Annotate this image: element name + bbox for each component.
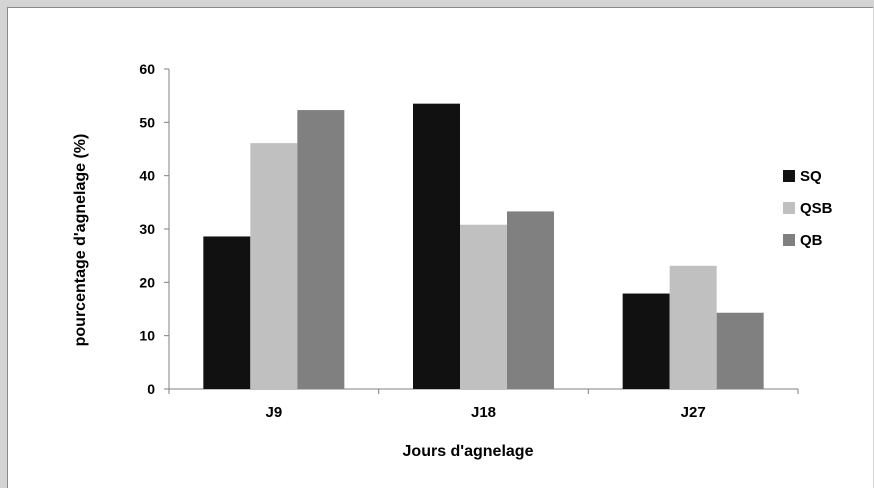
x-axis-title: Jours d'agnelage: [403, 443, 534, 460]
axis-labels: 0 10 20 30 40 50 60 J9 J18 J27: [139, 61, 705, 421]
bar-qsb-j27: [669, 265, 717, 389]
y-tick-label: 50: [139, 114, 155, 130]
bar-sq-j18: [413, 103, 460, 390]
bar-sq-j27: [622, 293, 670, 389]
legend: SQ QSB QB: [783, 168, 833, 249]
x-category-label: J9: [265, 404, 282, 421]
legend-swatch-sq: [783, 170, 795, 182]
y-tick-label: 10: [139, 328, 155, 344]
y-tick-label: 0: [147, 381, 155, 397]
y-tick-label: 60: [139, 61, 155, 77]
legend-swatch-qb: [783, 234, 795, 246]
x-category-label: J18: [471, 404, 496, 421]
bars: [203, 103, 764, 390]
bar-qb-j18: [507, 211, 554, 389]
bar-qsb-j9: [250, 143, 298, 389]
legend-label-qb: QB: [800, 232, 823, 249]
y-tick-label: 30: [139, 221, 155, 237]
bar-qb-j9: [297, 110, 345, 390]
bar-qb-j27: [716, 312, 764, 389]
y-tick-label: 40: [139, 168, 155, 184]
y-axis-title: pourcentage d'agnelage (%): [72, 134, 89, 347]
legend-swatch-qsb: [783, 202, 795, 214]
x-category-label: J27: [681, 404, 706, 421]
y-tick-label: 20: [139, 274, 155, 290]
bar-qsb-j18: [460, 224, 507, 389]
bar-sq-j9: [203, 236, 251, 389]
legend-label-qsb: QSB: [800, 200, 833, 217]
legend-label-sq: SQ: [800, 168, 822, 185]
